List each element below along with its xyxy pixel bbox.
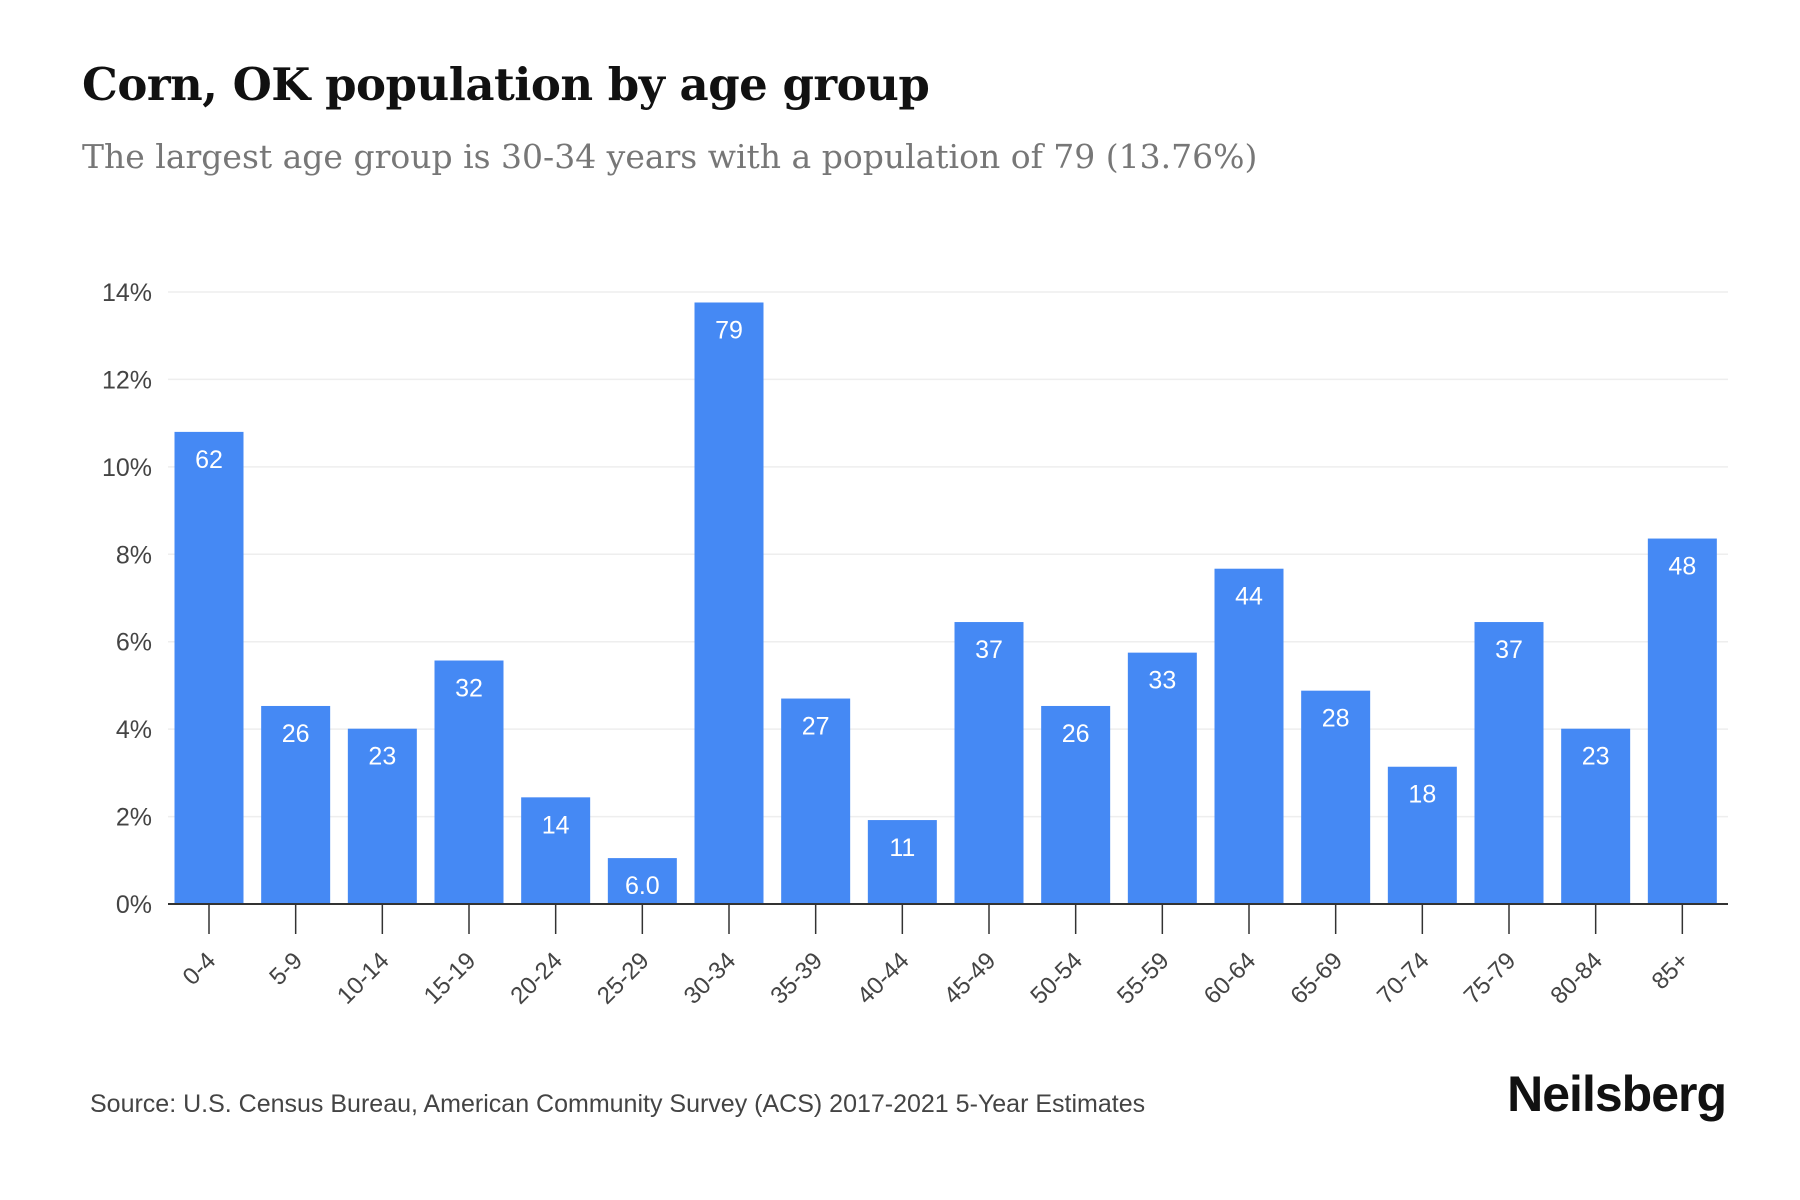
bar-value-label: 27 bbox=[802, 713, 830, 741]
x-tick-label: 0-4 bbox=[178, 947, 222, 991]
x-tick-label: 60-64 bbox=[1199, 947, 1262, 1010]
bar-45-49 bbox=[954, 622, 1024, 904]
y-tick-label: 2% bbox=[116, 804, 152, 832]
y-tick-label: 14% bbox=[102, 279, 152, 307]
bar-40-44 bbox=[867, 820, 937, 904]
x-tick-label: 20-24 bbox=[505, 947, 568, 1010]
y-axis-tick-labels: 0% 2% 4% 6% 8% 10% 12% 14% bbox=[102, 279, 152, 919]
bar-55-59 bbox=[1127, 652, 1197, 904]
bar-value-label: 62 bbox=[195, 446, 223, 474]
x-tick-label: 80-84 bbox=[1545, 947, 1608, 1010]
bar-60-64 bbox=[1214, 568, 1284, 904]
y-tick-label: 6% bbox=[116, 629, 152, 657]
bar-value-label: 37 bbox=[975, 636, 1003, 664]
bar-0-4 bbox=[174, 431, 244, 904]
bar-value-label: 23 bbox=[1582, 743, 1610, 771]
gridlines bbox=[168, 291, 1728, 818]
bars bbox=[174, 302, 1717, 904]
y-tick-label: 4% bbox=[116, 716, 152, 744]
bar-85+ bbox=[1647, 538, 1717, 904]
x-tick-label: 15-19 bbox=[419, 947, 482, 1010]
x-axis-ticks bbox=[208, 904, 1684, 934]
brand-logo: Neilsberg bbox=[1507, 1066, 1727, 1122]
chart-title: Corn, OK population by age group bbox=[82, 58, 930, 111]
bar-value-label: 48 bbox=[1668, 553, 1696, 581]
bar-70-74 bbox=[1387, 766, 1457, 904]
bar-value-label: 79 bbox=[715, 316, 743, 344]
x-tick-label: 35-39 bbox=[765, 947, 828, 1010]
x-tick-label: 10-14 bbox=[332, 947, 395, 1010]
x-tick-label: 75-79 bbox=[1459, 947, 1522, 1010]
y-tick-label: 10% bbox=[102, 454, 152, 482]
source-note: Source: U.S. Census Bureau, American Com… bbox=[90, 1090, 1146, 1118]
bar-value-label: 32 bbox=[455, 675, 483, 703]
y-tick-label: 0% bbox=[116, 891, 152, 919]
bar-data-labels: 62 26 23 32 14 6.0 79 27 11 37 26 33 44 28 18 37 23 48 bbox=[195, 316, 1696, 900]
bar-80-84 bbox=[1561, 728, 1631, 904]
bar-value-label: 37 bbox=[1495, 636, 1523, 664]
bar-20-24 bbox=[521, 797, 591, 904]
chart-subtitle: The largest age group is 30-34 years wit… bbox=[82, 137, 1258, 176]
x-tick-label: 55-59 bbox=[1112, 947, 1175, 1010]
bar-75-79 bbox=[1474, 622, 1544, 904]
x-tick-label: 70-74 bbox=[1372, 947, 1435, 1010]
y-tick-label: 8% bbox=[116, 541, 152, 569]
x-tick-label: 85+ bbox=[1647, 947, 1695, 995]
bar-value-label: 26 bbox=[1062, 720, 1090, 748]
bar-value-label: 23 bbox=[368, 743, 396, 771]
x-tick-label: 65-69 bbox=[1285, 947, 1348, 1010]
bar-10-14 bbox=[347, 728, 417, 904]
x-tick-label: 50-54 bbox=[1025, 947, 1088, 1010]
x-axis-tick-labels: 0-4 5-9 10-14 15-19 20-24 25-29 30-34 35-39 40-4… bbox=[178, 947, 1695, 1010]
x-tick-label: 30-34 bbox=[679, 947, 742, 1010]
x-tick-label: 40-44 bbox=[852, 947, 915, 1010]
bar-chart: 0% 2% 4% 6% 8% 10% 12% 14% 62 26 23 32 14 6.0 79 27 11 3… bbox=[102, 279, 1728, 1010]
x-tick-label: 45-49 bbox=[939, 947, 1002, 1010]
bar-35-39 bbox=[781, 698, 851, 904]
bar-25-29 bbox=[607, 858, 677, 904]
bar-value-label: 18 bbox=[1408, 781, 1436, 809]
bar-30-34 bbox=[694, 302, 764, 904]
bar-value-label: 44 bbox=[1235, 583, 1263, 611]
bar-65-69 bbox=[1301, 690, 1371, 904]
bar-value-label: 11 bbox=[889, 834, 915, 862]
x-tick-label: 5-9 bbox=[264, 947, 308, 991]
bar-value-label: 26 bbox=[282, 720, 310, 748]
bar-50-54 bbox=[1041, 705, 1111, 904]
y-tick-label: 12% bbox=[102, 366, 152, 394]
x-tick-label: 25-29 bbox=[592, 947, 655, 1010]
bar-value-label: 14 bbox=[542, 811, 570, 839]
bar-value-label: 28 bbox=[1322, 705, 1350, 733]
bar-5-9 bbox=[261, 705, 331, 904]
bar-value-label: 33 bbox=[1148, 667, 1176, 695]
bar-value-label: 6.0 bbox=[625, 872, 660, 900]
bar-15-19 bbox=[434, 660, 504, 904]
